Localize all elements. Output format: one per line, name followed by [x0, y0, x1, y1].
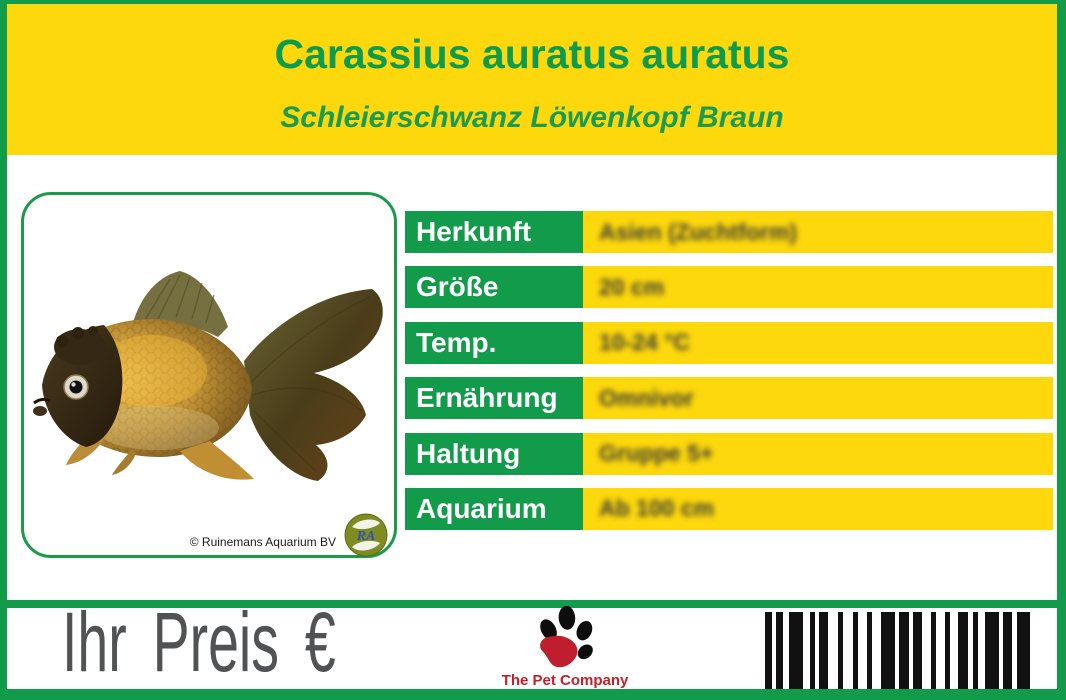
photo-copyright: © Ruinemans Aquarium BV: [189, 535, 336, 549]
row-value: Gruppe 5+: [599, 440, 714, 467]
row-label: Größe: [405, 266, 583, 309]
row-value-cell: Ab 100 cm: [583, 487, 1053, 530]
paw-icon: [540, 605, 593, 668]
row-value-cell: Asien (Zuchtform): [583, 211, 1053, 253]
brand-name: The Pet Company: [501, 672, 629, 689]
row-label: Herkunft: [405, 211, 583, 253]
ruinemans-aquarium-logo-icon: RA: [344, 513, 388, 557]
table-row: Ernährung Omnivor: [405, 377, 1053, 420]
row-label: Aquarium: [405, 487, 583, 530]
row-label: Ernährung: [405, 377, 583, 420]
row-value: 20 cm: [599, 273, 665, 300]
table-row: Temp. 10-24 °C: [405, 321, 1053, 364]
row-value-cell: 20 cm: [583, 266, 1053, 309]
row-value: Ab 100 cm: [599, 495, 715, 522]
goldfish-photo: [33, 271, 383, 481]
barcode-icon: [765, 612, 1030, 689]
row-value-cell: 10-24 °C: [583, 321, 1053, 364]
row-label: Haltung: [405, 432, 583, 475]
common-name-subtitle: Schleierschwanz Löwenkopf Braun: [280, 101, 784, 134]
row-value-cell: Omnivor: [583, 377, 1053, 420]
species-title: Carassius auratus auratus: [274, 31, 790, 77]
ra-logo-initials: RA: [356, 529, 376, 544]
table-row: Haltung Gruppe 5+: [405, 432, 1053, 475]
table-row: Herkunft Asien (Zuchtform): [405, 211, 1053, 253]
row-value: 10-24 °C: [599, 329, 691, 356]
fish-photo-frame: © Ruinemans Aquarium BV RA: [21, 192, 397, 558]
row-value-cell: Gruppe 5+: [583, 432, 1053, 475]
row-value: Omnivor: [599, 384, 694, 411]
price-label: Ihr Preis €: [62, 595, 336, 689]
info-table: Herkunft Asien (Zuchtform) Größe 20 cm T…: [405, 211, 1053, 530]
table-row: Größe 20 cm: [405, 266, 1053, 309]
header: Carassius auratus auratus Schleierschwan…: [7, 4, 1057, 155]
table-row: Aquarium Ab 100 cm: [405, 487, 1053, 530]
row-value: Asien (Zuchtform): [599, 218, 798, 245]
row-label: Temp.: [405, 321, 583, 364]
